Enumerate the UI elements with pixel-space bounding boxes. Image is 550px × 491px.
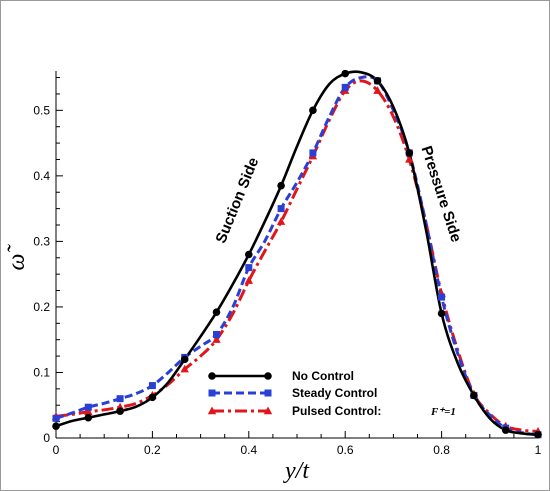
data-point-steady-control <box>213 330 221 338</box>
data-point-no-control <box>277 181 285 190</box>
x-tick-label: 0.6 <box>337 443 354 457</box>
data-point-steady-control <box>148 382 156 390</box>
data-point-no-control <box>212 308 221 316</box>
y-tick-label: 0.1 <box>33 365 50 379</box>
data-point-pulsed-control <box>276 217 286 225</box>
data-point-no-control <box>84 413 93 422</box>
x-axis-label: y/t <box>283 458 310 484</box>
y-tick-label: 0.4 <box>33 169 50 183</box>
data-point-pulsed-control <box>405 154 414 163</box>
data-point-steady-control <box>245 264 253 272</box>
series-curves <box>55 70 539 437</box>
data-point-no-control <box>245 250 253 259</box>
series-markers <box>51 69 543 439</box>
data-point-no-control <box>341 69 350 78</box>
series-line-no-control <box>55 70 539 437</box>
data-point-no-control <box>180 355 189 364</box>
y-axis-label: ω̃ <box>4 244 30 271</box>
data-point-steady-control <box>438 293 446 301</box>
legend-label-no-control: No Control <box>292 369 354 383</box>
x-tick-label: 0.4 <box>240 443 257 457</box>
x-tick-label: 0 <box>53 443 60 457</box>
data-point-steady-control <box>277 205 285 213</box>
data-point-no-control <box>437 309 446 318</box>
data-point-pulsed-control <box>373 86 382 94</box>
y-tick-label: 0 <box>43 431 50 445</box>
legend-marker-steady-control <box>264 389 272 397</box>
data-point-no-control <box>534 430 542 439</box>
legend-marker-pulsed-control <box>207 406 217 415</box>
legend-label-pulsed-control: Pulsed Control: <box>292 404 381 418</box>
legend-marker-steady-control <box>208 389 216 397</box>
y-tick-label: 0.5 <box>33 103 50 117</box>
y-tick-label: 0.3 <box>33 234 50 248</box>
x-tick-label: 0.8 <box>433 443 450 457</box>
data-point-pulsed-control <box>212 335 221 343</box>
series-line-steady-control <box>55 75 539 437</box>
legend-label-steady-control: Steady Control <box>292 386 377 400</box>
legend-marker-no-control <box>208 372 216 380</box>
data-point-pulsed-control <box>180 364 189 373</box>
legend-marker-no-control <box>264 372 272 380</box>
data-point-no-control <box>405 149 414 157</box>
data-point-no-control <box>373 77 382 85</box>
annotation-suction-side: Suction Side <box>213 155 263 246</box>
data-point-no-control <box>309 106 317 115</box>
y-tick-label: 0.2 <box>33 300 50 314</box>
data-point-steady-control <box>116 395 124 403</box>
legend-marker-pulsed-control <box>263 406 273 415</box>
legend: No Control Steady Control Pulsed Control: F… <box>207 369 456 418</box>
data-point-steady-control <box>341 83 349 91</box>
data-point-steady-control <box>52 414 60 422</box>
data-point-no-control <box>148 393 157 402</box>
legend-label-forcing: F⁺=1 <box>430 406 456 418</box>
data-point-no-control <box>52 422 60 431</box>
data-point-pulsed-control <box>84 407 93 415</box>
x-tick-label: 0.2 <box>144 443 161 457</box>
data-point-no-control <box>501 426 510 434</box>
data-point-steady-control <box>309 149 317 157</box>
data-point-no-control <box>470 391 478 400</box>
data-point-pulsed-control <box>244 276 253 284</box>
x-tick-label: 1 <box>535 443 542 457</box>
data-point-no-control <box>116 407 124 415</box>
data-point-steady-control <box>84 403 92 411</box>
ticks: 0 0.2 0.4 0.6 0.8 1 0 0.1 0.2 0.3 0.4 0.5 <box>33 77 542 457</box>
